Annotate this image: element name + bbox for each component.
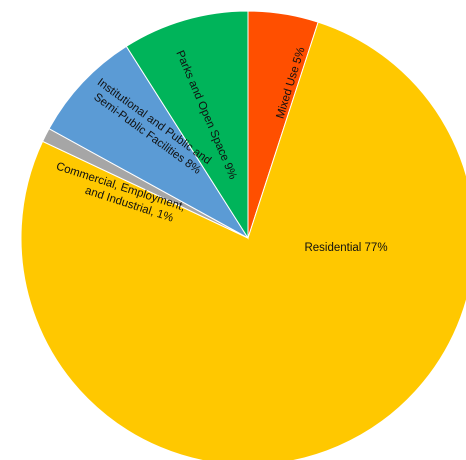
slice-institutional: [48, 45, 249, 239]
pie-slices: [20, 10, 466, 460]
slice-residential: [20, 21, 466, 460]
slice-parks: [125, 10, 249, 240]
label-residential: Residential 77%: [304, 242, 387, 254]
